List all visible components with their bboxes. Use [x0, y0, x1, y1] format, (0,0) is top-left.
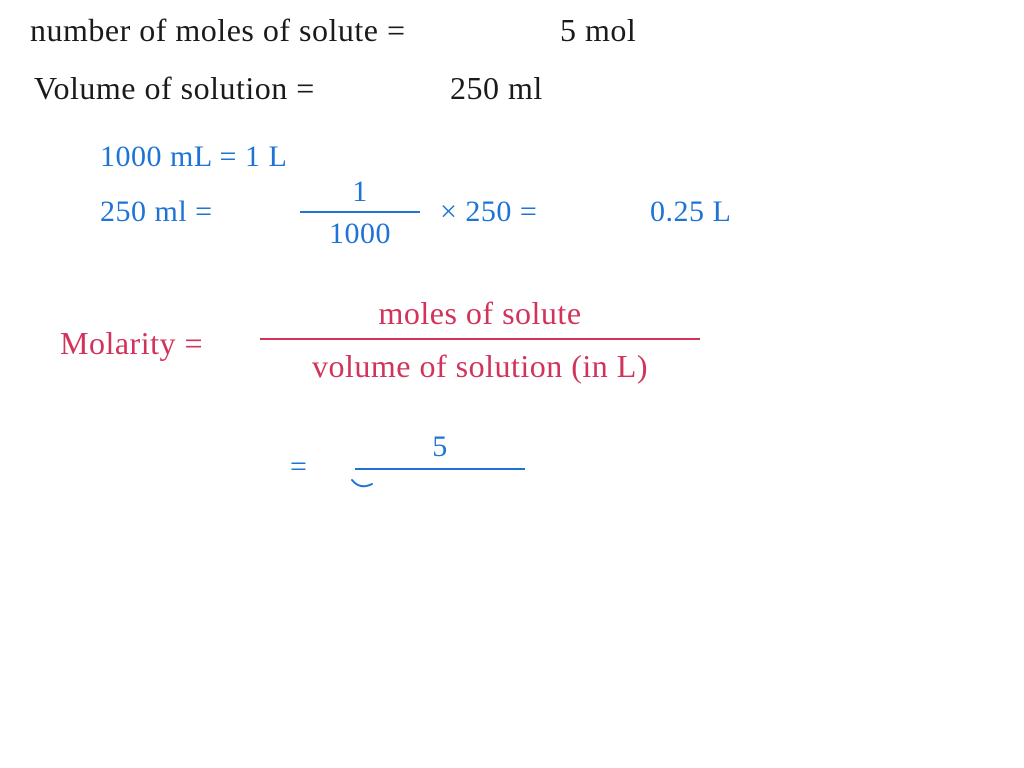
handwriting-canvas: number of moles of solute = 5 mol Volume… [0, 0, 1024, 768]
line6-eq: = [290, 450, 307, 484]
line6-num: 5 [355, 430, 525, 468]
line5-num: moles of solute [260, 295, 700, 338]
line2-left: Volume of solution = [34, 70, 315, 107]
underline-tick-icon [350, 478, 374, 492]
line5-den: volume of solution (in L) [260, 338, 700, 385]
line6-den-empty [355, 468, 525, 492]
line4-result: 0.25 L [650, 195, 731, 229]
line4-fraction: 1 1000 [300, 175, 420, 251]
line4-frac-den: 1000 [300, 211, 420, 251]
line2-right: 250 ml [450, 70, 543, 107]
line5-fraction: moles of solute volume of solution (in L… [260, 295, 700, 385]
line5-label: Molarity = [60, 325, 203, 362]
line4-frac-num: 1 [300, 175, 420, 211]
line6-fraction: 5 [355, 430, 525, 492]
line1-left: number of moles of solute = [30, 12, 405, 49]
line4-prefix: 250 ml = [100, 195, 213, 229]
line4-mid: × 250 = [440, 195, 537, 229]
line1-right: 5 mol [560, 12, 636, 49]
line3: 1000 mL = 1 L [100, 140, 287, 174]
